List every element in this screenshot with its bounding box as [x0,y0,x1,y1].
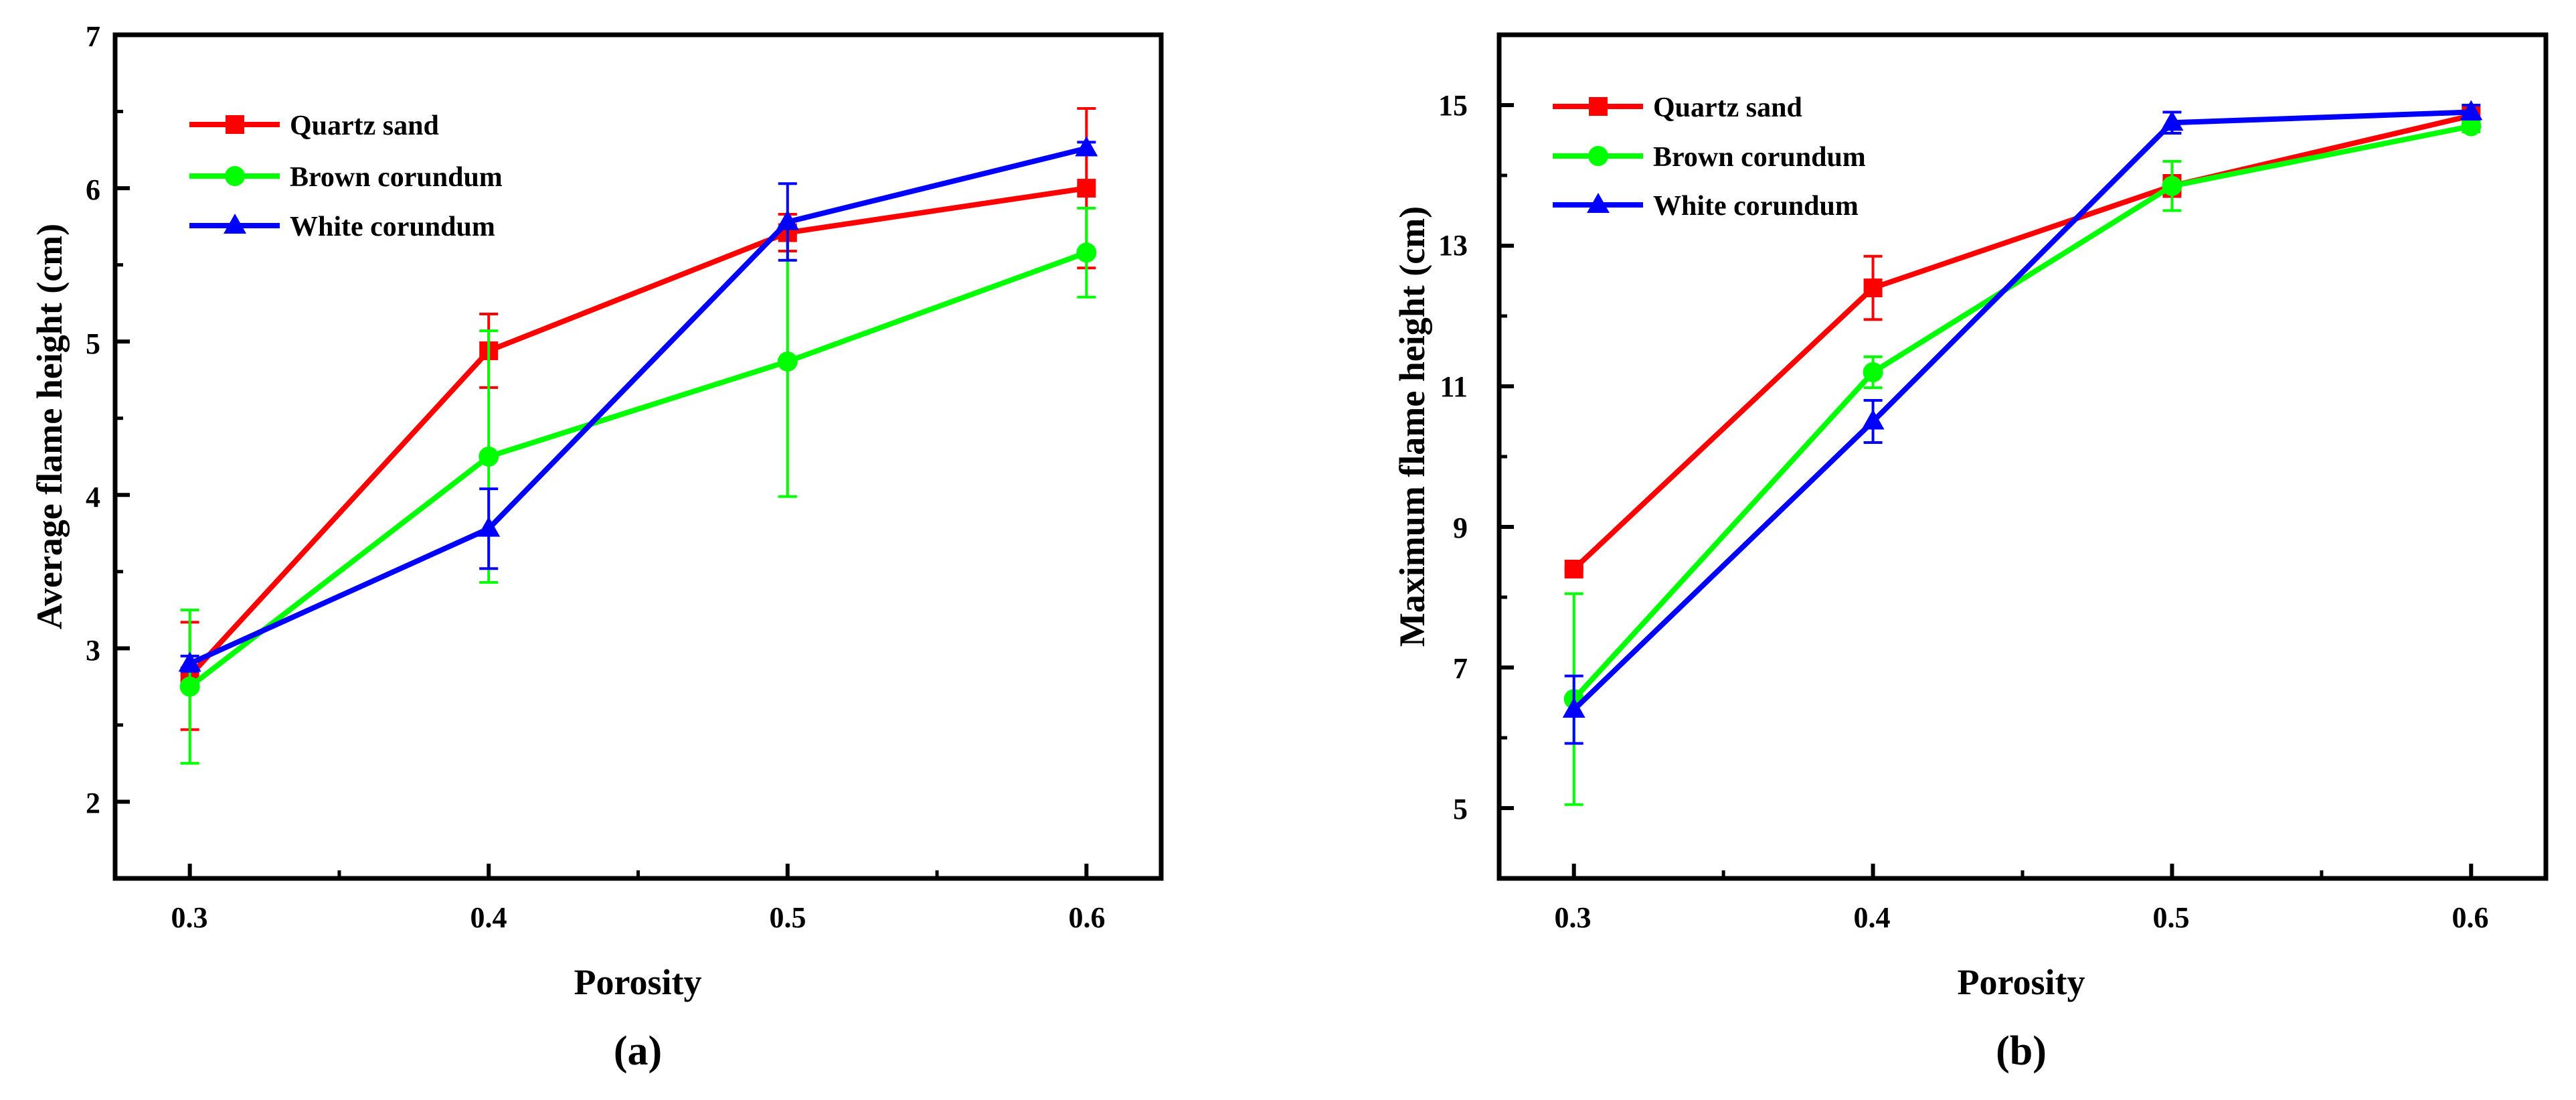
panel-b-quartz-sand-point-1 [1863,279,1883,297]
panel-b-legend-marker-quartz-sand [1589,97,1608,116]
panel-b-brown-corundum-line [1571,123,2472,701]
panel-a-white-corundum-point-0 [178,651,201,672]
panel-b-brown-corundum-point-2 [2162,175,2182,196]
panel-a-legend-marker-brown-corundum [225,166,245,186]
panel-b-legend-marker-brown-corundum [1588,146,1608,166]
panel-b-legend-marker-white-corundum [1587,193,1610,213]
panel-b-x-tick-3: 0.6 [2452,901,2489,934]
panel-b-series-white-corundum [1562,100,2483,745]
panel-b-series-quartz-sand [1564,106,2481,578]
panel-b-legend-label-quartz-sand: Quartz sand [1653,92,1802,123]
panel-b-y-tick-4: 13 [1438,229,1468,262]
panel-b-y-tick-0: 5 [1453,793,1468,826]
panel-a-x-tick-1: 0.4 [470,901,507,934]
panel-a-plot-frame [112,32,1164,881]
panel-b-y-tick-1: 7 [1453,652,1468,685]
panel-b-white-corundum-point-2 [2160,110,2184,131]
panel-b-y-axis-title: Maximum flame height (cm) [1392,206,1432,647]
panel-a-white-corundum-point-2 [776,210,799,230]
panel-a-y-tick-1: 3 [86,634,100,667]
panel-b-white-corundum-line [1571,109,2472,712]
panel-a-brown-corundum-point-2 [777,351,798,372]
panel-b-legend-label-brown-corundum: Brown corundum [1653,142,1866,173]
panel-b-quartz-sand-line [1571,112,2472,571]
panel-a-x-axis-title: Porosity [574,962,702,1002]
panel-b-x-tick-1: 0.4 [1854,901,1891,934]
panel-a-series-white-corundum [178,136,1098,673]
panel-a-legend-label-white-corundum: White corundum [290,212,495,242]
panel-a-legend-marker-white-corundum [224,214,246,234]
panel-b-white-corundum-point-3 [2460,100,2483,121]
panel-b-label: (b) [1996,1028,2047,1074]
panel-b-brown-corundum-point-3 [2461,116,2482,137]
panel-a-legend-label-brown-corundum: Brown corundum [290,162,503,193]
panel-a-legend-marker-quartz-sand [226,115,244,134]
panel-b-quartz-sand-point-0 [1564,560,1583,578]
panel-a-y-tick-2: 4 [86,481,100,514]
panel-b-x-tick-2: 0.5 [2153,901,2190,934]
panel-b-y-tick-2: 9 [1453,512,1468,544]
panel-a-x-tick-3: 0.6 [1069,901,1106,934]
panel-a-y-tick-0: 2 [86,787,100,819]
panel-b-x-axis-title: Porosity [1958,962,2085,1002]
panel-a-brown-corundum-point-0 [179,676,200,697]
panel-a-brown-corundum-line [188,250,1088,689]
panel-a-brown-corundum-point-1 [479,447,499,467]
panel-a-white-corundum-line [188,145,1088,666]
panel-a-quartz-sand-point-3 [1077,179,1096,198]
panel-b-y-tick-5: 15 [1438,89,1468,122]
panel-a-y-axis-title: Average flame height (cm) [29,224,70,629]
panel-a-x-tick-2: 0.5 [770,901,806,934]
panel-b: 5 7 9 11 13 15 0.3 0.4 0.5 0.6 Porosity … [1392,32,2549,1074]
panel-b-series-brown-corundum [1563,116,2482,806]
panel-a-series-quartz-sand [180,106,1096,731]
panel-a-label: (a) [614,1028,662,1074]
panel-a-y-tick-3: 5 [86,327,100,360]
panel-a-legend: Quartz sand Brown corundum White corundu… [189,110,503,242]
panel-b-legend: Quartz sand Brown corundum White corundu… [1553,92,1866,222]
panel-a-brown-corundum-point-3 [1076,242,1097,263]
panel-b-y-tick-3: 11 [1440,370,1468,403]
panel-a-y-tick-5: 7 [86,20,100,53]
panel-a-quartz-sand-line [187,185,1087,678]
panel-a-white-corundum-point-1 [477,516,501,537]
panel-b-white-corundum-point-1 [1861,409,1885,430]
panel-a-white-corundum-point-3 [1075,136,1098,157]
panel-b-white-corundum-point-0 [1562,698,1585,718]
panel-b-legend-label-white-corundum: White corundum [1653,191,1859,222]
panel-a-legend-label-quartz-sand: Quartz sand [290,110,439,141]
panel-b-x-tick-0: 0.3 [1555,901,1592,934]
panel-b-brown-corundum-point-1 [1863,362,1883,382]
panel-a-y-tick-4: 6 [86,173,100,206]
panel-a-x-tick-0: 0.3 [171,901,208,934]
panel-a: 2 3 4 5 6 7 0.3 0.4 0.5 0.6 Porosity Ave… [29,20,1164,1074]
